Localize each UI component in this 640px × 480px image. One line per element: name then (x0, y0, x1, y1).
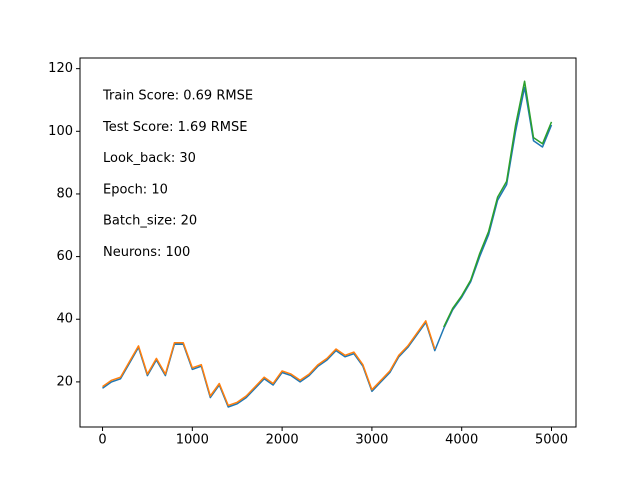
y-tick-label: 120 (48, 61, 73, 76)
annotation: Epoch: 10 (103, 182, 168, 197)
x-tick-label: 4000 (445, 433, 478, 448)
x-tick-label: 5000 (535, 433, 568, 448)
y-tick-label: 20 (56, 374, 73, 389)
annotation: Look_back: 30 (103, 151, 196, 166)
x-tick-label: 2000 (266, 433, 299, 448)
y-tick-label: 40 (56, 312, 73, 327)
annotation: Test Score: 1.69 RMSE (102, 120, 247, 135)
annotation: Train Score: 0.69 RMSE (102, 89, 253, 104)
x-tick-label: 0 (98, 433, 106, 448)
series-line (102, 86, 553, 408)
y-tick-label: 80 (56, 186, 73, 201)
series-line (443, 80, 553, 328)
annotation: Neurons: 100 (103, 245, 190, 260)
series-line (102, 320, 436, 407)
y-tick-label: 60 (56, 249, 73, 264)
y-tick-label: 100 (48, 124, 73, 139)
plot-frame (79, 57, 577, 428)
x-tick-label: 1000 (176, 433, 209, 448)
x-tick-label: 3000 (355, 433, 388, 448)
annotation: Batch_size: 20 (103, 214, 197, 229)
